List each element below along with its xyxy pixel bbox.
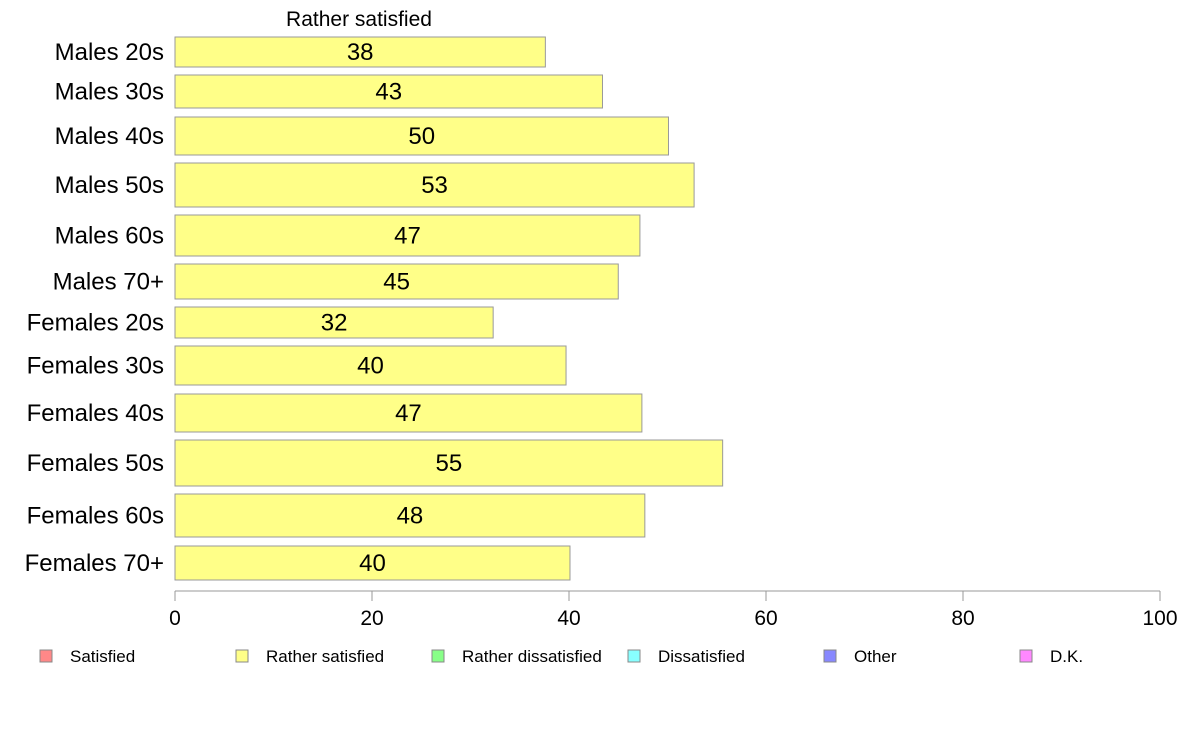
category-label: Females 40s (27, 400, 164, 427)
bar-value-label: 43 (375, 79, 402, 106)
legend-label: Dissatisfied (658, 647, 745, 666)
series-title: Rather satisfied (286, 8, 432, 31)
legend-swatch (823, 649, 837, 663)
x-tick-label: 0 (169, 607, 181, 630)
bar (174, 214, 641, 257)
category-label: Males 50s (55, 172, 164, 199)
legend-item: Satisfied (39, 647, 135, 666)
legend-label: Other (854, 647, 897, 666)
legend-swatch (627, 649, 641, 663)
bar (174, 116, 669, 156)
legend-label: D.K. (1050, 647, 1083, 666)
category-label: Females 70+ (25, 550, 164, 577)
legend: Satisfied Rather satisfied Rather dissatis… (39, 647, 1083, 666)
legend-label: Rather satisfied (266, 647, 384, 666)
bar-group: Males 20s 38 (55, 36, 546, 68)
bar-value-label: 45 (383, 269, 410, 296)
bar (174, 345, 567, 386)
category-label: Females 50s (27, 450, 164, 477)
bar (174, 439, 724, 487)
bar-group: Males 70+ 45 (53, 263, 619, 300)
bar (174, 545, 571, 581)
bar-group: Females 20s 32 (27, 306, 494, 339)
legend-swatch (1019, 649, 1033, 663)
bar-value-label: 47 (394, 223, 421, 250)
category-label: Males 20s (55, 39, 164, 66)
category-label: Males 60s (55, 223, 164, 250)
x-tick-label: 60 (754, 607, 777, 630)
bar-group: Females 40s 47 (27, 393, 643, 433)
bar-value-label: 40 (357, 353, 384, 380)
x-tick-label: 100 (1142, 607, 1177, 630)
bar-group: Males 30s 43 (55, 74, 603, 109)
bar-value-label: 32 (321, 310, 348, 337)
legend-label: Satisfied (70, 647, 135, 666)
legend-swatch (39, 649, 53, 663)
bar-value-label: 53 (421, 172, 448, 199)
bar-group: Females 30s 40 (27, 345, 567, 386)
bar (174, 263, 619, 300)
bar (174, 393, 643, 433)
bar (174, 493, 646, 538)
bar (174, 36, 546, 68)
bar-value-label: 38 (347, 39, 374, 66)
bar-group: Males 40s 50 (55, 116, 669, 156)
bar-value-label: 50 (408, 123, 435, 150)
legend-swatch (431, 649, 445, 663)
bar-group: Females 70+ 40 (25, 545, 571, 581)
bar-group: Females 60s 48 (27, 493, 646, 538)
bar-value-label: 40 (359, 550, 386, 577)
bar-group: Males 60s 47 (55, 214, 641, 257)
bar (174, 74, 603, 109)
bars-layer: Males 20s 38 Males 30s 43 Males 40s 50 Males 5… (25, 36, 724, 581)
bar (174, 306, 494, 339)
x-axis: 0 20 40 60 80 100 (169, 590, 1178, 630)
category-label: Males 40s (55, 123, 164, 150)
bar-value-label: 48 (397, 503, 424, 530)
category-label: Females 20s (27, 310, 164, 337)
bar-group: Males 50s 53 (55, 162, 695, 208)
category-label: Males 70+ (53, 269, 164, 296)
x-tick-label: 40 (557, 607, 580, 630)
legend-label: Rather dissatisfied (462, 647, 602, 666)
bar-group: Females 50s 55 (27, 439, 724, 487)
legend-item: D.K. (1019, 647, 1083, 666)
category-label: Females 30s (27, 353, 164, 380)
bar-value-label: 55 (435, 450, 462, 477)
category-label: Females 60s (27, 503, 164, 530)
bar-value-label: 47 (395, 400, 422, 427)
bar (174, 162, 695, 208)
legend-item: Other (823, 647, 897, 666)
legend-item: Dissatisfied (627, 647, 745, 666)
legend-item: Rather dissatisfied (431, 647, 602, 666)
category-label: Males 30s (55, 79, 164, 106)
x-tick-label: 20 (360, 607, 383, 630)
legend-swatch (235, 649, 249, 663)
legend-item: Rather satisfied (235, 647, 384, 666)
x-tick-label: 80 (951, 607, 974, 630)
